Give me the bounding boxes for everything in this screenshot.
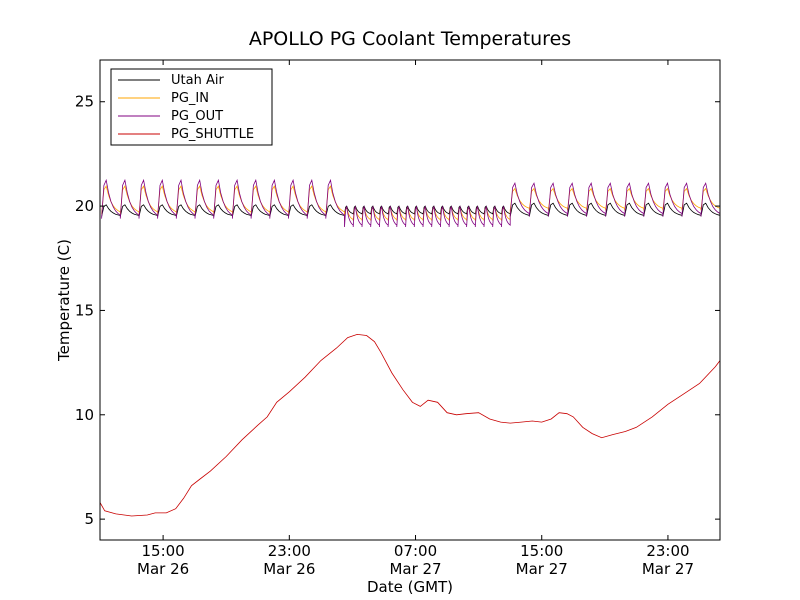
x-tick-label-date: Mar 26 [263, 560, 315, 578]
x-tick-label-time: 23:00 [268, 542, 311, 560]
x-tick-label-time: 07:00 [394, 542, 437, 560]
x-tick-label-date: Mar 27 [516, 560, 568, 578]
x-tick-label-date: Mar 27 [642, 560, 694, 578]
x-axis-title: Date (GMT) [367, 578, 453, 596]
y-tick-label: 5 [84, 510, 94, 528]
legend-label: PG_IN [171, 91, 209, 106]
x-tick-label-time: 15:00 [141, 542, 184, 560]
legend-label: PG_SHUTTLE [171, 127, 254, 142]
x-tick-label-time: 23:00 [646, 542, 689, 560]
series-line-pg-out [101, 178, 720, 228]
x-tick-label-date: Mar 26 [137, 560, 189, 578]
legend-label: Utah Air [171, 73, 224, 88]
plot-area [100, 178, 720, 517]
series-line-pg-shuttle [100, 333, 720, 517]
y-tick-label: 10 [75, 406, 94, 424]
legend: Utah Air PG_IN PG_OUT PG_SHUTTLE [110, 68, 273, 146]
series-line-pg-in [101, 185, 720, 221]
legend-label: PG_OUT [171, 109, 223, 124]
y-tick-label: 20 [75, 197, 94, 215]
series-line-utah-air [101, 202, 720, 217]
x-tick-label-date: Mar 27 [389, 560, 441, 578]
plot-frame [99, 59, 721, 541]
x-tick-label-time: 15:00 [520, 542, 563, 560]
y-axis-title: Temperature (C) [55, 239, 73, 362]
y-tick-label: 25 [75, 93, 94, 111]
chart-title: APOLLO PG Coolant Temperatures [249, 28, 571, 50]
y-tick-label: 15 [75, 301, 94, 319]
legend-box [110, 68, 273, 146]
